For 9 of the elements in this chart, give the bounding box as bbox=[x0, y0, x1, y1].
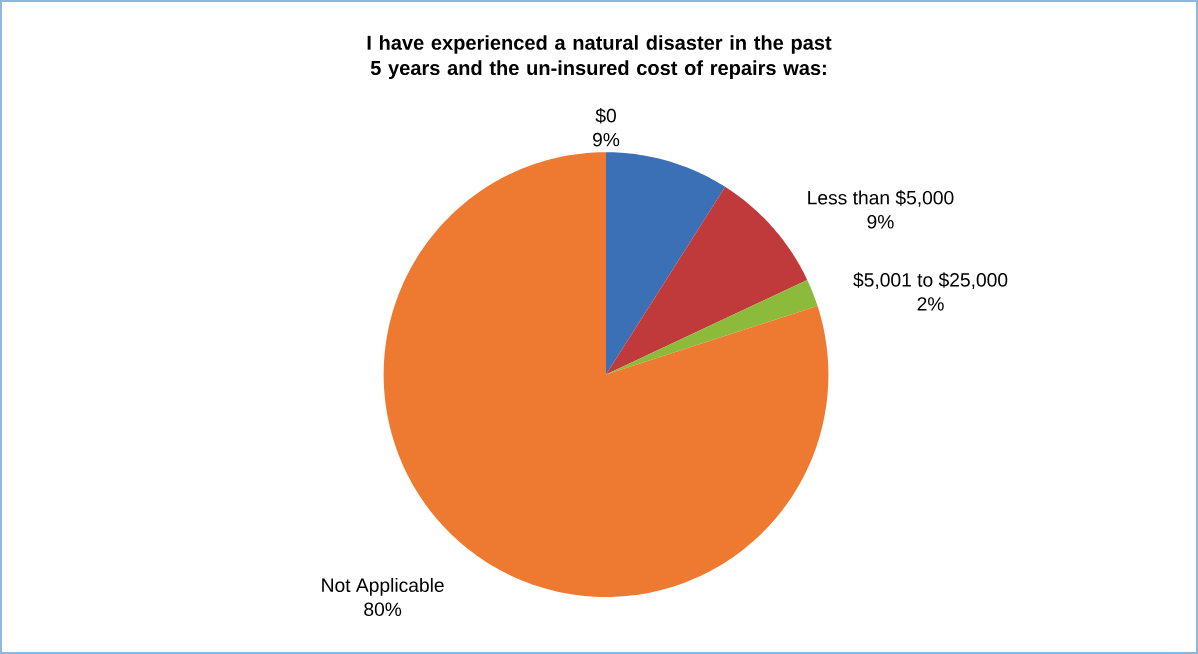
chart-title: I have experienced a natural disaster in the past 5 years and the un-insured cost of repairs was: bbox=[367, 35, 832, 79]
data-label: 9% bbox=[867, 214, 894, 229]
slice-label: Less than $5,000 bbox=[808, 190, 954, 207]
data-label: 2% bbox=[917, 297, 944, 311]
data-label: 80% bbox=[364, 602, 402, 617]
slice-label: Not Applicable bbox=[322, 577, 444, 596]
slice-label: $0 bbox=[595, 107, 616, 124]
data-label: 9% bbox=[593, 132, 620, 147]
slice-label: $5,001 to $25,000 bbox=[853, 272, 1008, 289]
